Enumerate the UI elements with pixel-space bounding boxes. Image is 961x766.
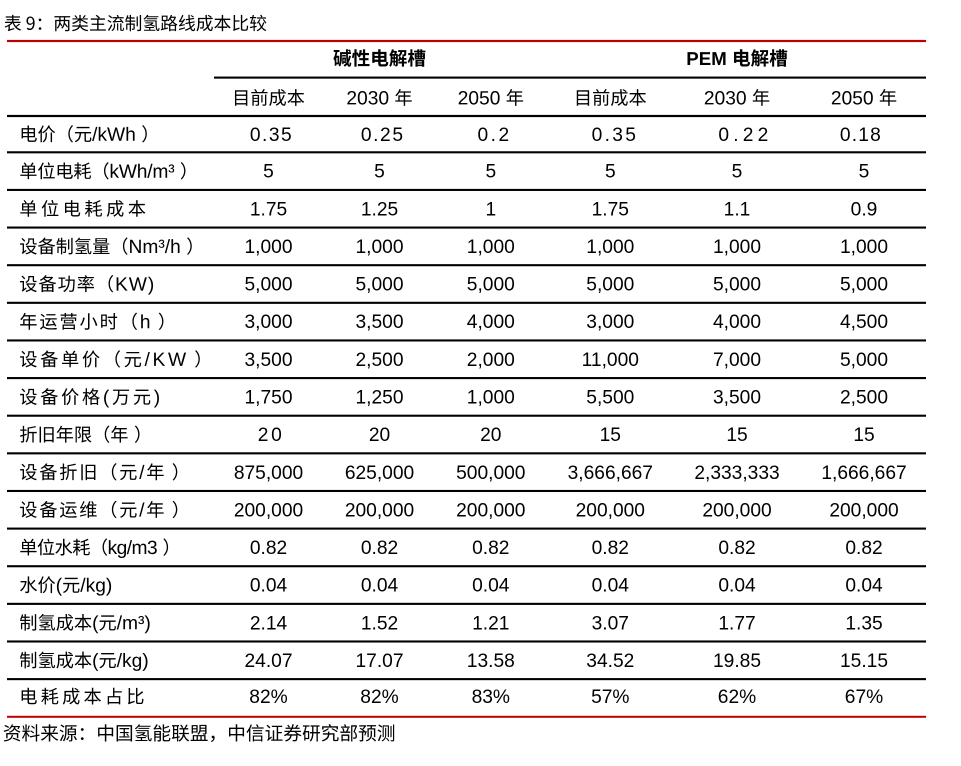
- svg-text:1.1: 1.1: [724, 199, 751, 220]
- svg-text:0.9: 0.9: [851, 199, 878, 220]
- svg-text:4,500: 4,500: [840, 312, 888, 333]
- svg-text:1,000: 1,000: [713, 237, 761, 258]
- svg-text:0.35: 0.35: [250, 125, 293, 146]
- svg-text:13.58: 13.58: [467, 651, 515, 672]
- svg-text:0.04: 0.04: [361, 576, 399, 597]
- svg-text:200,000: 200,000: [702, 500, 771, 521]
- svg-text:1,000: 1,000: [467, 237, 515, 258]
- svg-text:1,000: 1,000: [355, 237, 403, 258]
- svg-text:20: 20: [480, 425, 501, 446]
- svg-text:15: 15: [600, 425, 621, 446]
- svg-text:5: 5: [859, 162, 870, 183]
- svg-text:0.04: 0.04: [250, 576, 288, 597]
- svg-text:0.82: 0.82: [718, 538, 755, 559]
- svg-text:5,500: 5,500: [586, 388, 634, 409]
- svg-text:7,000: 7,000: [713, 350, 761, 371]
- svg-text:200,000: 200,000: [234, 500, 303, 521]
- svg-text:3,500: 3,500: [713, 388, 761, 409]
- svg-text:1,000: 1,000: [840, 237, 888, 258]
- svg-text:5,000: 5,000: [467, 275, 515, 296]
- svg-text:5: 5: [485, 162, 496, 183]
- svg-text:200,000: 200,000: [829, 500, 898, 521]
- svg-text:0.82: 0.82: [845, 538, 882, 559]
- svg-text:2,500: 2,500: [840, 388, 888, 409]
- svg-text:5,000: 5,000: [713, 275, 761, 296]
- svg-text:34.52: 34.52: [586, 651, 634, 672]
- svg-text:1: 1: [485, 199, 496, 220]
- svg-text:1.25: 1.25: [361, 199, 398, 220]
- svg-text:0.82: 0.82: [472, 538, 509, 559]
- svg-text:1,000: 1,000: [244, 237, 292, 258]
- svg-text:15: 15: [853, 425, 874, 446]
- svg-text:82%: 82%: [360, 687, 398, 708]
- svg-text:200,000: 200,000: [345, 500, 414, 521]
- svg-text:500,000: 500,000: [456, 463, 525, 484]
- svg-text:1.77: 1.77: [718, 613, 755, 634]
- svg-text:3,000: 3,000: [244, 312, 292, 333]
- svg-text:2,500: 2,500: [355, 350, 403, 371]
- svg-text:1,000: 1,000: [467, 388, 515, 409]
- svg-text:0.04: 0.04: [472, 576, 510, 597]
- svg-text:2.14: 2.14: [250, 613, 288, 634]
- svg-text:5,000: 5,000: [840, 275, 888, 296]
- svg-text:5: 5: [263, 162, 274, 183]
- svg-text:5,000: 5,000: [586, 275, 634, 296]
- svg-text:1.21: 1.21: [472, 613, 509, 634]
- svg-text:3,000: 3,000: [586, 312, 634, 333]
- svg-text:5: 5: [605, 162, 616, 183]
- svg-text:11,000: 11,000: [582, 350, 639, 371]
- svg-text:1,000: 1,000: [586, 237, 634, 258]
- svg-text:67%: 67%: [845, 687, 883, 708]
- svg-text:5,000: 5,000: [244, 275, 292, 296]
- svg-text:20: 20: [369, 425, 390, 446]
- svg-text:82%: 82%: [249, 687, 287, 708]
- svg-text:83%: 83%: [472, 687, 510, 708]
- svg-text:1.75: 1.75: [592, 199, 629, 220]
- svg-text:1,666,667: 1,666,667: [821, 463, 906, 484]
- svg-text:0.82: 0.82: [250, 538, 287, 559]
- svg-text:24.07: 24.07: [244, 651, 292, 672]
- svg-text:0.25: 0.25: [361, 125, 405, 146]
- svg-text:3,500: 3,500: [355, 312, 403, 333]
- svg-text:875,000: 875,000: [234, 463, 303, 484]
- svg-text:1.52: 1.52: [361, 613, 398, 634]
- svg-text:2,333,333: 2,333,333: [694, 463, 779, 484]
- svg-text:0.2: 0.2: [478, 125, 512, 146]
- svg-text:200,000: 200,000: [456, 500, 525, 521]
- svg-text:1.35: 1.35: [845, 613, 882, 634]
- svg-text:17.07: 17.07: [355, 651, 403, 672]
- svg-text:3,666,667: 3,666,667: [568, 463, 653, 484]
- svg-text:5,000: 5,000: [355, 275, 403, 296]
- svg-text:0.04: 0.04: [718, 576, 756, 597]
- svg-text:3,500: 3,500: [244, 350, 292, 371]
- svg-text:0.04: 0.04: [592, 576, 630, 597]
- svg-text:1,250: 1,250: [355, 388, 403, 409]
- svg-text:5,000: 5,000: [840, 350, 888, 371]
- svg-text:0.04: 0.04: [845, 576, 883, 597]
- svg-text:15.15: 15.15: [840, 651, 888, 672]
- svg-text:15: 15: [726, 425, 747, 446]
- svg-text:1.75: 1.75: [250, 199, 287, 220]
- svg-text:62%: 62%: [718, 687, 756, 708]
- svg-text:2,000: 2,000: [467, 350, 515, 371]
- svg-text:5: 5: [374, 162, 385, 183]
- svg-text:200,000: 200,000: [576, 500, 645, 521]
- svg-text:3.07: 3.07: [592, 613, 629, 634]
- svg-text:20: 20: [258, 425, 285, 446]
- svg-text:0.82: 0.82: [361, 538, 398, 559]
- svg-text:0.18: 0.18: [840, 125, 882, 146]
- svg-text:1,750: 1,750: [244, 388, 292, 409]
- svg-text:625,000: 625,000: [345, 463, 414, 484]
- svg-text:19.85: 19.85: [713, 651, 761, 672]
- svg-text:57%: 57%: [591, 687, 629, 708]
- svg-text:0.22: 0.22: [718, 125, 772, 146]
- svg-text:0.35: 0.35: [592, 125, 639, 146]
- svg-text:4,000: 4,000: [713, 312, 761, 333]
- svg-text:4,000: 4,000: [467, 312, 515, 333]
- svg-text:0.82: 0.82: [592, 538, 629, 559]
- svg-text:5: 5: [732, 162, 743, 183]
